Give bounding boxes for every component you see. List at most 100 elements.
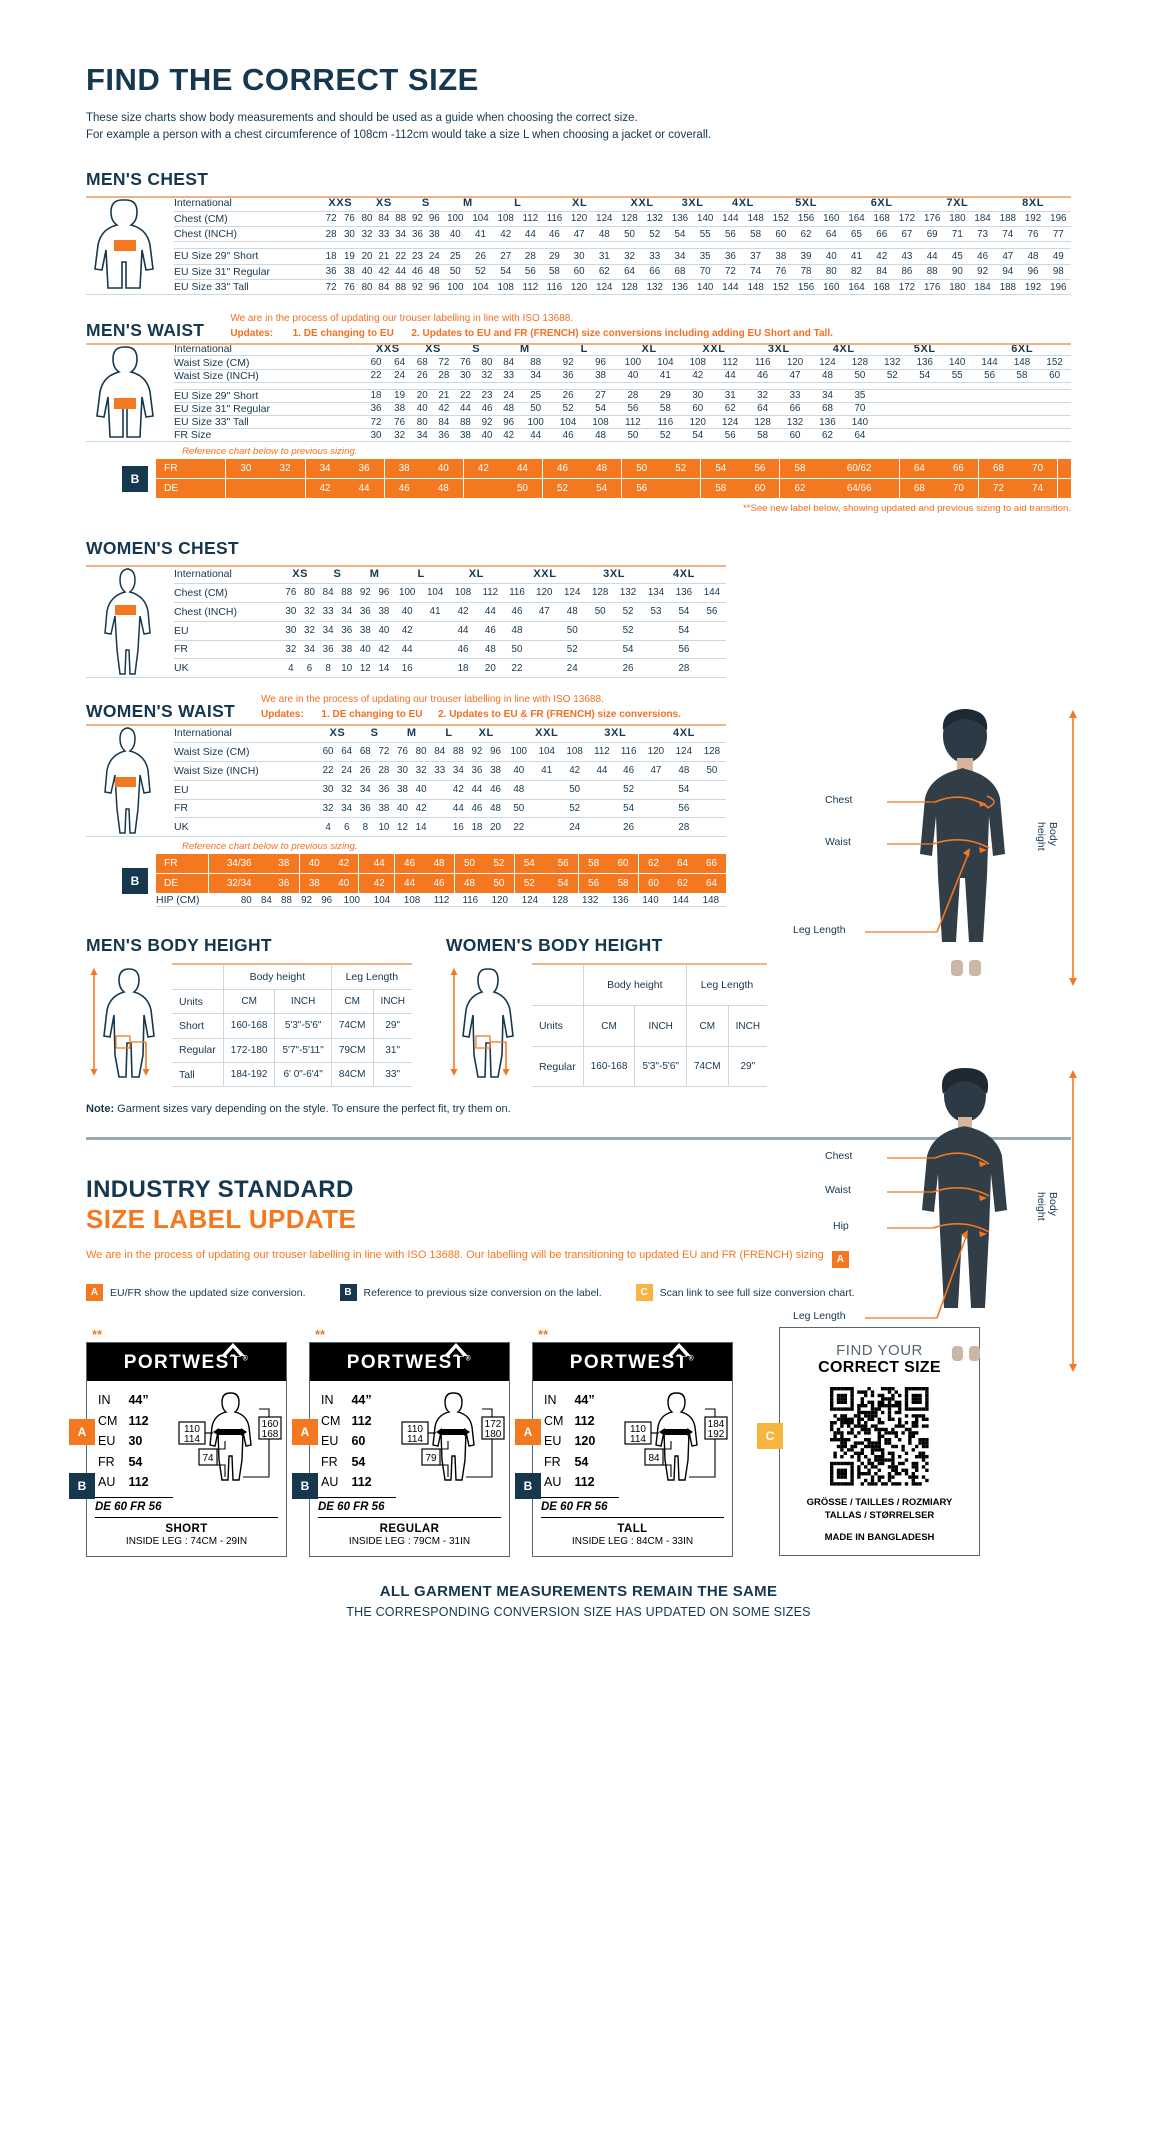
table-cell: 30 xyxy=(285,625,297,637)
table-cell: 44 xyxy=(926,250,938,262)
callout-body-height-male: Body height xyxy=(1035,822,1059,851)
table-cell: 50 xyxy=(594,606,606,618)
table-cell: 104 xyxy=(426,587,444,599)
label-size-key: CM xyxy=(544,1413,564,1428)
label-size-row: AU 112 xyxy=(97,1473,150,1492)
label-footer: REGULAR INSIDE LEG : 79CM - 31IN xyxy=(318,1516,501,1556)
male-torso-figure-icon xyxy=(94,199,154,290)
industry-key-text: EU/FR show the updated size conversion. xyxy=(110,1286,306,1299)
table-cell: 40 xyxy=(825,250,837,262)
label-size-value: 60 xyxy=(351,1434,366,1449)
table-cell xyxy=(430,799,449,818)
portwest-chevron-icon xyxy=(443,1343,468,1357)
table-cell: 132 xyxy=(786,416,804,428)
table-cell: 31 xyxy=(598,250,610,262)
table-cell xyxy=(430,818,449,837)
table-cell: 21 xyxy=(438,390,450,402)
table-cell: 55 xyxy=(699,228,711,240)
qr-code[interactable] xyxy=(790,1387,969,1486)
table-cell: 29 xyxy=(548,250,560,262)
table-cell: 100 xyxy=(343,894,360,906)
table-cell: 58 xyxy=(757,429,769,441)
table-cell xyxy=(909,429,941,442)
qr-line-2: CORRECT SIZE xyxy=(818,1359,941,1377)
table-cell: 84 xyxy=(378,281,390,293)
badge-b: B xyxy=(339,1284,357,1302)
table-cell: 71 xyxy=(951,228,963,240)
table-row: EU Size 33" Tall 72 76 80 84 88 92 96 100 104 108 1… xyxy=(86,416,1071,429)
table-cell: 152 xyxy=(1046,357,1063,369)
table-cell: 60 xyxy=(789,429,801,441)
table-cell: 76 xyxy=(394,416,406,428)
size-header-4xl: 4XL xyxy=(673,568,695,581)
table-cell: 64 xyxy=(394,357,406,369)
row-label: Chest (CM) xyxy=(174,586,228,599)
row-label: UK xyxy=(174,821,189,834)
table-cell: 196 xyxy=(1050,281,1067,293)
table-cell: 100 xyxy=(624,357,642,369)
table-cell: 148 xyxy=(702,894,720,906)
table-cell: 24 xyxy=(566,662,578,674)
table-cell: 80 xyxy=(481,357,493,369)
table-cell: 41 xyxy=(475,228,486,240)
male-model-figure-icon xyxy=(865,709,1077,986)
table-cell: 28 xyxy=(678,662,690,674)
row-label: International xyxy=(174,343,232,356)
table-top-rule-row xyxy=(531,962,768,966)
table-cell: 144 xyxy=(722,213,739,225)
section-title-womens-chest: WOMEN'S CHEST xyxy=(86,538,239,559)
reference-cell: 44 xyxy=(502,459,543,480)
table-cell xyxy=(589,780,616,799)
table-cell: 148 xyxy=(747,281,764,293)
intro-line-2: For example a person with a chest circum… xyxy=(86,128,712,141)
row-label: International xyxy=(174,568,232,581)
table-cell: 44 xyxy=(724,370,736,382)
table-cell xyxy=(698,659,726,678)
label-size-key: AU xyxy=(98,1475,116,1490)
table-cell: 100 xyxy=(447,213,464,225)
table-cell: 36 xyxy=(378,784,390,796)
label-size-table: IN 44” CM 112 EU 30 FR 54 AU 112 xyxy=(95,1389,152,1494)
table-cell: 124 xyxy=(564,587,581,599)
figure-cell xyxy=(86,196,174,295)
table-cell: 50 xyxy=(530,403,542,415)
table-cell: 76 xyxy=(1027,228,1039,240)
reference-row: DE 42 44 46 48 50 52 54 56 58 60 62 64/66 68 70 72 74 xyxy=(156,478,1071,500)
size-header-6xl: 6XL xyxy=(1011,343,1034,356)
label-size-list: IN 44” CM 112 EU 60 FR 54 AU 112 DE 60 FR 56 xyxy=(318,1389,396,1513)
reference-cell: 66 xyxy=(696,854,726,875)
reference-cell xyxy=(544,854,549,875)
table-cell: 10 xyxy=(341,662,353,674)
table-cell: 74 xyxy=(750,266,762,278)
section-title-mens-chest: MEN'S CHEST xyxy=(86,169,209,190)
label-size-key: CM xyxy=(98,1413,118,1428)
table-cell: 88 xyxy=(395,213,407,225)
bh-cell: 6' 0"-6'4" xyxy=(274,1062,332,1088)
table-cell: 84 xyxy=(876,266,888,278)
label-footer: SHORT INSIDE LEG : 74CM - 29IN xyxy=(95,1516,278,1556)
table-cell: 104 xyxy=(538,746,555,758)
table-cell: 22 xyxy=(459,390,471,402)
reference-cell: 72 xyxy=(977,478,1019,500)
reference-cell: 48 xyxy=(423,478,464,500)
reference-cell xyxy=(1057,478,1065,500)
table-cell: 39 xyxy=(800,250,812,262)
label-size-value: 44” xyxy=(574,1393,595,1408)
table-cell: 54 xyxy=(678,784,690,796)
table-cell: 92 xyxy=(359,587,371,599)
table-cell: 80 xyxy=(361,213,373,225)
row-label: UK xyxy=(174,662,189,675)
table-cell: 20 xyxy=(490,821,501,833)
table-cell xyxy=(973,389,1005,402)
table-cell: 76 xyxy=(397,746,408,758)
table-cell: 168 xyxy=(873,213,890,225)
table-cell xyxy=(430,780,449,799)
reference-cell: 32 xyxy=(265,459,305,480)
reference-cell: 42 xyxy=(364,873,395,895)
table-cell: 140 xyxy=(642,894,659,906)
size-header-xxs: XXS xyxy=(328,197,353,210)
table-cell: 180 xyxy=(949,281,966,293)
size-header-s: S xyxy=(370,727,379,740)
label-size-value: 112 xyxy=(128,1475,149,1490)
bh-row-label: Regular xyxy=(172,1038,224,1063)
